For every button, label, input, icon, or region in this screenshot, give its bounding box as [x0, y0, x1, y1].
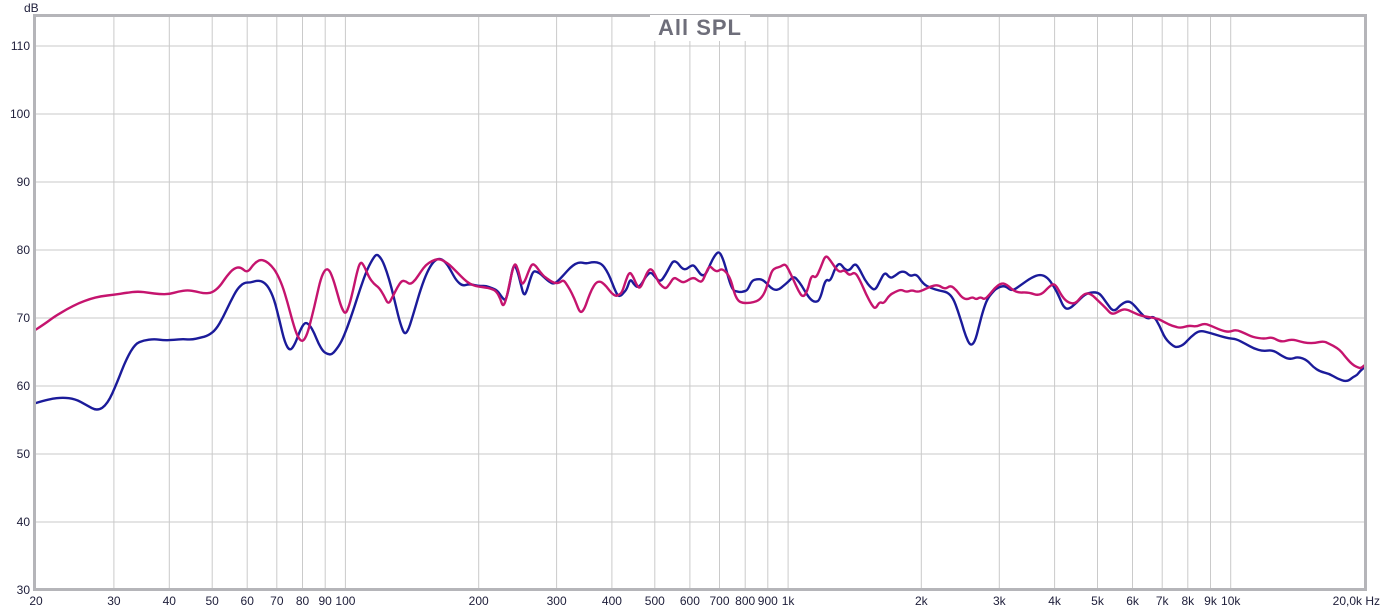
x-tick-label: 800 — [735, 594, 756, 608]
y-tick-label: 40 — [16, 514, 30, 529]
x-tick-label: 6k — [1126, 594, 1139, 608]
x-tick-label: 100 — [335, 594, 356, 608]
x-tick-label: 7k — [1155, 594, 1169, 608]
x-tick-label: 30 — [107, 594, 121, 608]
x-tick-label: 8k — [1181, 594, 1195, 608]
x-tick-label: 700 — [709, 594, 730, 608]
y-tick-label: 70 — [16, 310, 30, 325]
y-axis-unit-label: dB — [24, 1, 39, 15]
x-tick-label: 70 — [270, 594, 284, 608]
x-tick-label: 20 — [29, 594, 43, 608]
x-tick-label: 2k — [914, 594, 928, 608]
plot-area[interactable] — [36, 17, 1364, 588]
x-tick-label: 60 — [240, 594, 254, 608]
y-tick-label: 110 — [10, 38, 30, 53]
x-tick-label: 600 — [679, 594, 700, 608]
x-tick-label: 400 — [601, 594, 622, 608]
gridlines — [36, 17, 1364, 588]
x-tick-label: 50 — [205, 594, 219, 608]
x-tick-label: 40 — [162, 594, 176, 608]
y-tick-label: 80 — [16, 242, 30, 257]
x-tick-label: 9k — [1204, 594, 1217, 608]
y-tick-label: 100 — [9, 106, 30, 121]
x-tick-label: 1k — [781, 594, 795, 608]
x-tick-label: 90 — [318, 594, 332, 608]
pink-trace-curve — [36, 255, 1364, 370]
x-tick-label: 5k — [1091, 594, 1104, 608]
plot-frame — [33, 14, 1367, 591]
y-tick-label: 60 — [16, 378, 30, 393]
x-tick-label: 300 — [546, 594, 567, 608]
x-tick-label: 10k — [1221, 594, 1241, 608]
spl-plot-canvas — [36, 17, 1364, 588]
y-tick-label: 90 — [16, 174, 30, 189]
y-tick-label: 50 — [16, 446, 30, 461]
x-tick-label: 900 — [757, 594, 778, 608]
x-tick-label: 80 — [295, 594, 310, 608]
x-tick-label: 200 — [468, 594, 489, 608]
x-axis-end-label: 20,0k Hz — [1332, 594, 1380, 608]
x-tick-label: 3k — [992, 594, 1006, 608]
y-tick-label: 30 — [16, 582, 30, 597]
x-tick-label: 4k — [1048, 594, 1061, 608]
x-tick-label: 500 — [644, 594, 665, 608]
